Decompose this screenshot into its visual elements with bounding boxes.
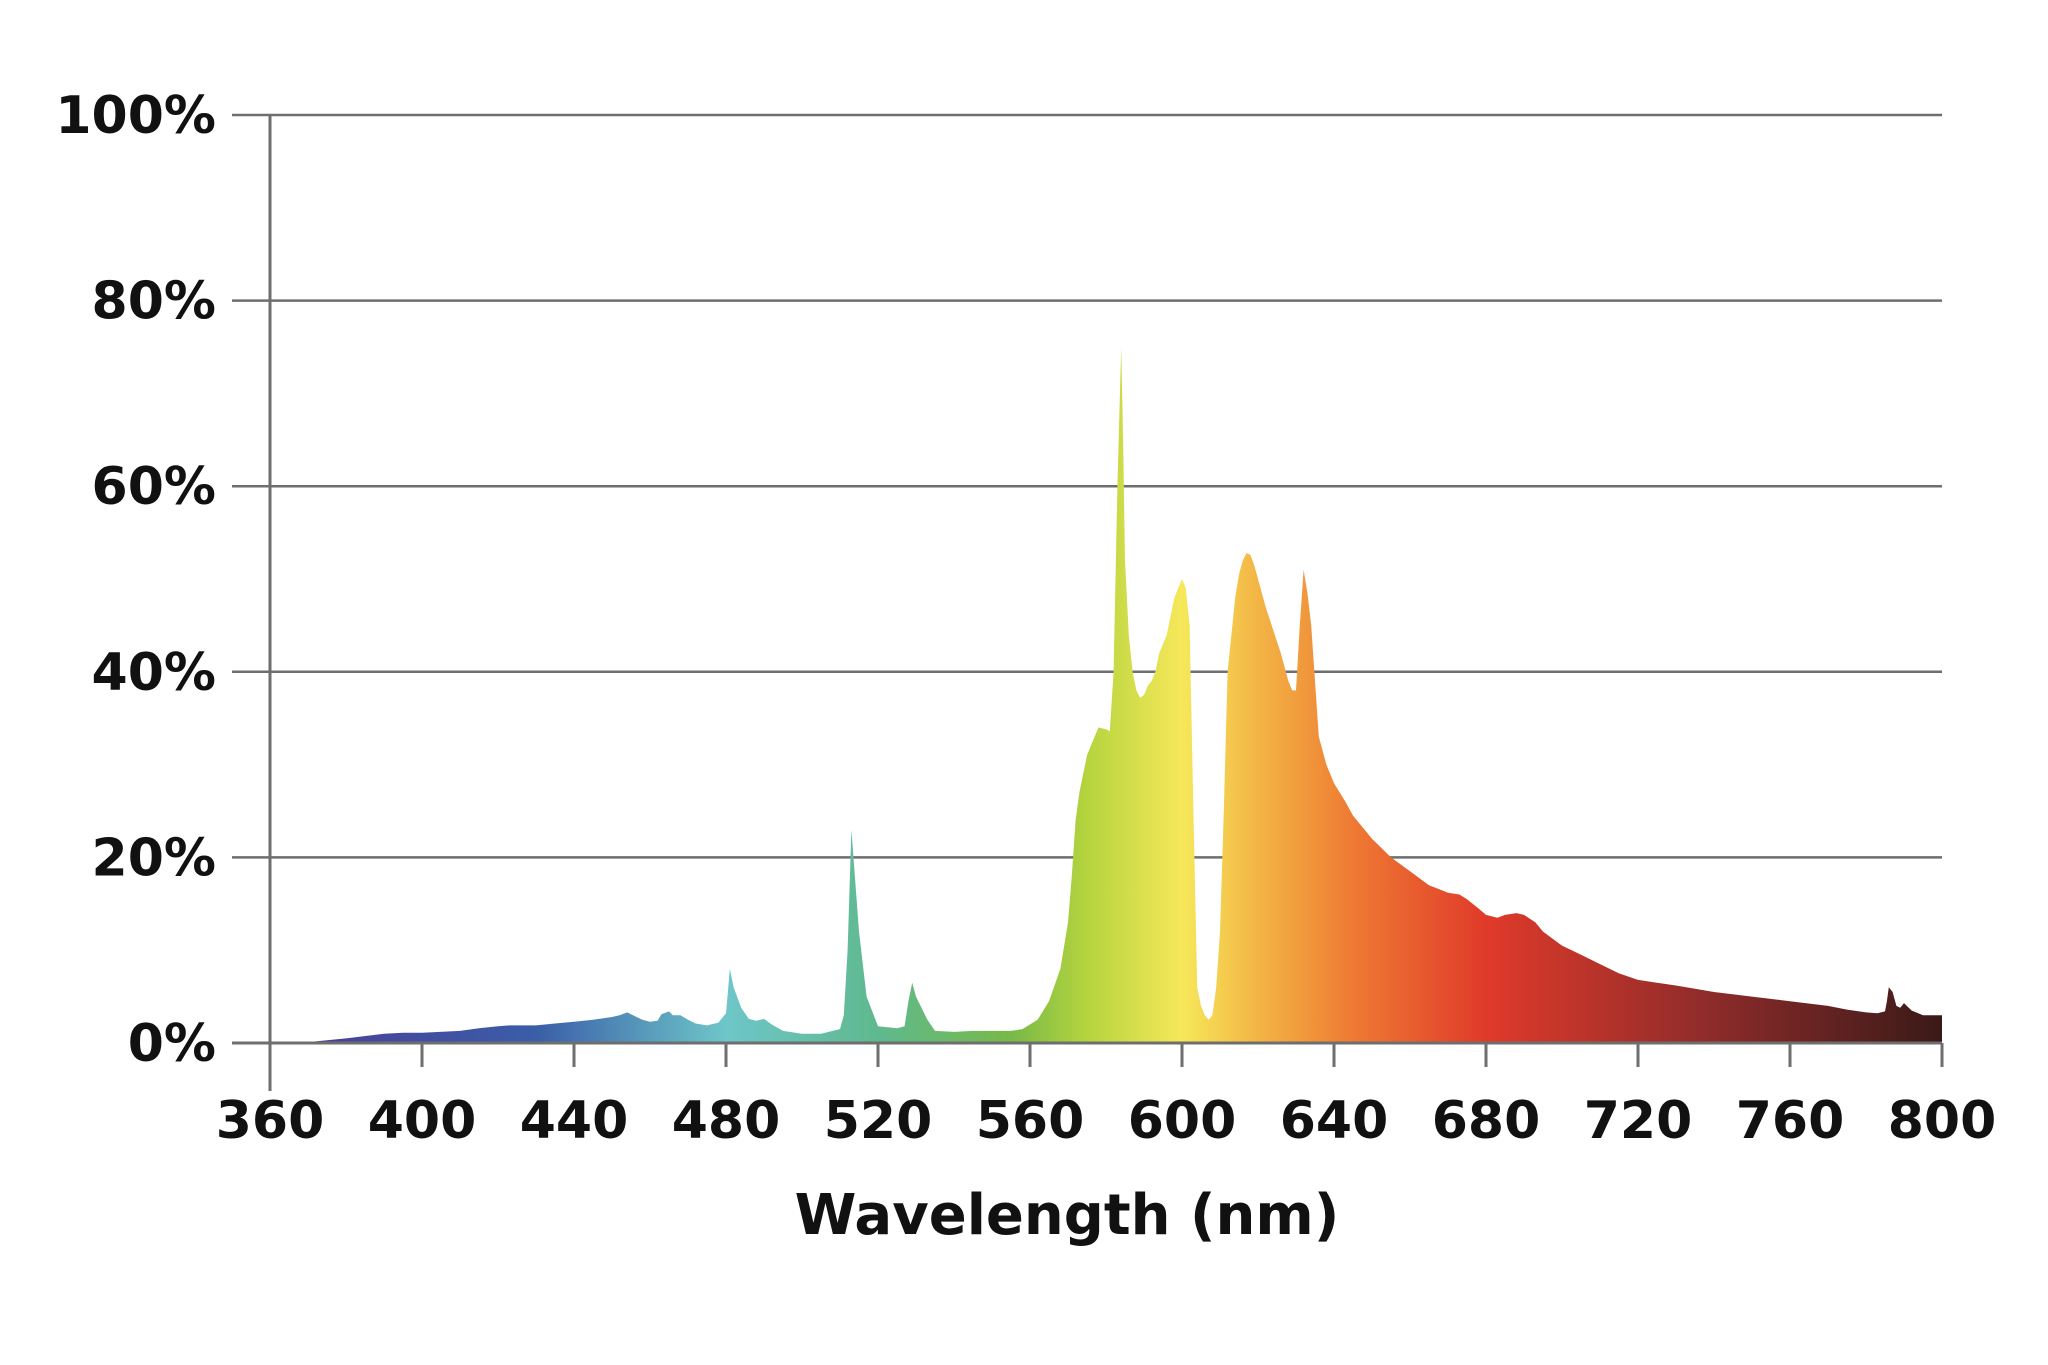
x-tick-label-400: 400: [368, 1091, 477, 1151]
x-tick-label-680: 680: [1432, 1091, 1541, 1151]
x-tick-labels: 360 400 440 480 520 560 600 640 680 720 760 800: [216, 1091, 1997, 1151]
spectrum-area-0: [308, 347, 1942, 1043]
x-tick-label-720: 720: [1584, 1091, 1693, 1151]
y-tick-label-80: 80%: [92, 272, 216, 332]
axes: [232, 115, 1944, 1091]
y-tick-label-100: 100%: [55, 86, 216, 146]
x-tick-label-800: 800: [1888, 1091, 1997, 1151]
x-axis-title: Wavelength (nm): [795, 1183, 1340, 1248]
x-tick-label-760: 760: [1736, 1091, 1845, 1151]
y-tick-label-40: 40%: [92, 643, 216, 703]
x-tick-label-560: 560: [976, 1091, 1085, 1151]
x-tick-label-440: 440: [520, 1091, 629, 1151]
x-tick-label-600: 600: [1128, 1091, 1237, 1151]
x-tick-label-480: 480: [672, 1091, 781, 1151]
y-tick-label-0: 0%: [128, 1014, 216, 1074]
x-tick-label-360: 360: [216, 1091, 325, 1151]
x-tick-label-520: 520: [824, 1091, 933, 1151]
y-tick-label-20: 20%: [92, 828, 216, 888]
y-tick-labels: 0% 20% 40% 60% 80% 100%: [55, 86, 216, 1074]
y-tick-label-60: 60%: [92, 457, 216, 517]
plot-area: [308, 347, 1942, 1043]
grid-lines: [232, 113, 1942, 859]
x-tick-label-640: 640: [1280, 1091, 1389, 1151]
